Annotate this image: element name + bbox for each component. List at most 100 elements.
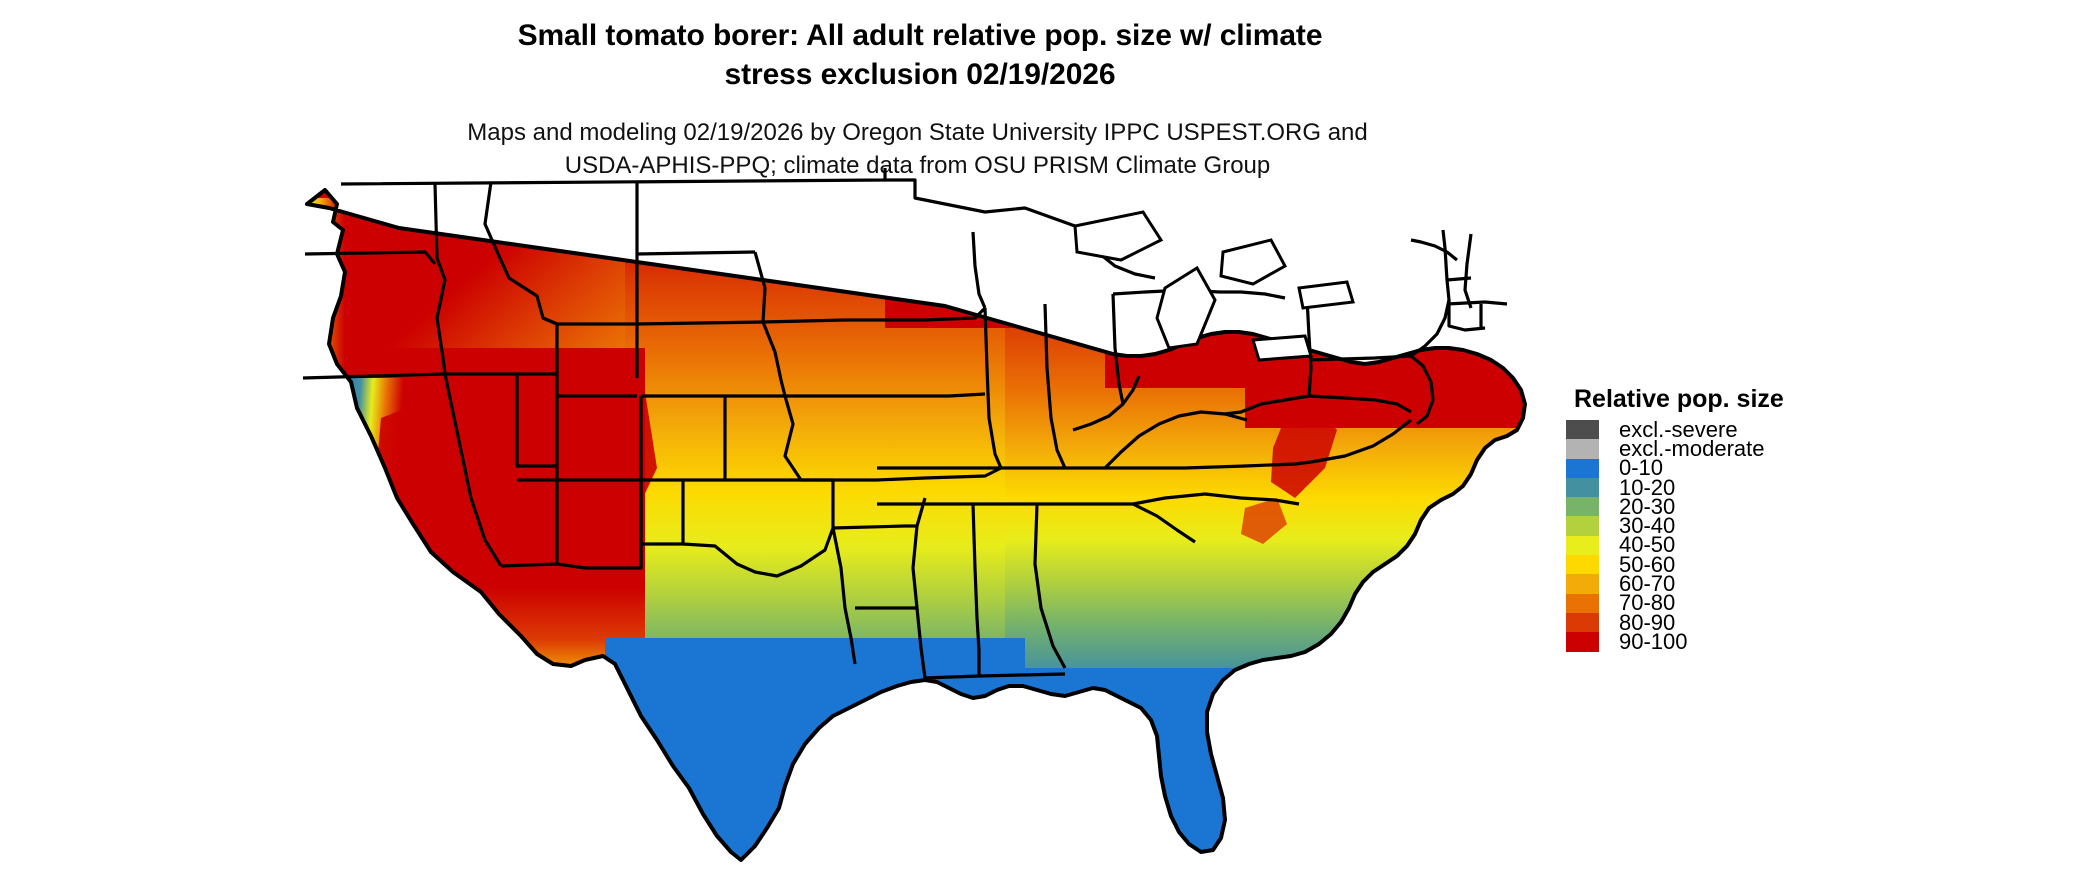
legend-label: 30-40 bbox=[1619, 513, 1676, 539]
map-raster-layer bbox=[307, 190, 1525, 860]
border-or-ca bbox=[302, 372, 446, 380]
legend-swatch bbox=[1566, 477, 1599, 498]
lake-michigan-outline bbox=[1155, 265, 1217, 350]
legend-label: 20-30 bbox=[1619, 493, 1676, 519]
border-ms-ar bbox=[905, 497, 927, 528]
title-line-2: stress exclusion 02/19/2026 bbox=[724, 58, 1116, 91]
lake-ontario-outline bbox=[1297, 280, 1355, 310]
border-nd-sd bbox=[636, 250, 756, 256]
legend-swatch bbox=[1566, 535, 1599, 556]
border-wa-or bbox=[304, 250, 437, 266]
border-sd-ne bbox=[636, 320, 764, 326]
border-al-fl bbox=[977, 650, 1066, 678]
border-ms-la-gulf bbox=[924, 674, 980, 680]
border-canada-west bbox=[340, 168, 887, 186]
legend-title: Relative pop. size bbox=[1574, 385, 1784, 413]
map-legend: Relative pop. size excl.-severe excl.-mod… bbox=[1566, 385, 1896, 652]
border-va-nc bbox=[1184, 460, 1312, 470]
legend-label: 80-90 bbox=[1619, 609, 1676, 635]
legend-row: 10-20 bbox=[1566, 476, 1896, 498]
legend-swatch bbox=[1566, 555, 1599, 575]
legend-swatch bbox=[1566, 516, 1599, 536]
legend-swatch bbox=[1566, 439, 1599, 459]
legend-swatch bbox=[1566, 458, 1599, 478]
great-lakes bbox=[1073, 210, 1355, 362]
border-mo-il bbox=[983, 307, 1003, 469]
border-mn-ia bbox=[762, 306, 987, 324]
border-ar-la-top bbox=[832, 524, 906, 530]
legend-row: 40-50 bbox=[1566, 532, 1896, 558]
raster-appalachian-highland bbox=[1271, 406, 1337, 498]
legend-swatch bbox=[1566, 612, 1599, 633]
legend-label: 40-50 bbox=[1619, 532, 1676, 558]
border-ms-la bbox=[911, 525, 927, 679]
raster-exclusion-new-hampshire bbox=[1407, 272, 1431, 310]
raster-gulf-southeast bbox=[1025, 668, 1285, 860]
border-pa-wv bbox=[1224, 394, 1310, 416]
border-ct-ny bbox=[1447, 300, 1486, 332]
raster-exclusion-north-dakota bbox=[841, 190, 923, 220]
border-oh-ky-river bbox=[1072, 375, 1141, 432]
legend-row: 50-60 bbox=[1566, 553, 1896, 575]
legend-swatch bbox=[1566, 632, 1599, 652]
border-ok-tx bbox=[682, 527, 835, 578]
legend-row: 20-30 bbox=[1566, 493, 1896, 519]
raster-blue-ridge bbox=[1241, 498, 1287, 544]
border-vt-ma bbox=[1446, 276, 1472, 282]
border-ga-sc bbox=[1132, 502, 1196, 544]
legend-row: excl.-severe bbox=[1566, 416, 1896, 442]
legend-row: excl.-moderate bbox=[1566, 435, 1896, 461]
border-in-oh bbox=[1111, 293, 1125, 405]
lake-erie-outline bbox=[1251, 334, 1313, 362]
border-il-in bbox=[1043, 303, 1067, 469]
legend-row: 90-100 bbox=[1566, 630, 1896, 652]
border-mn-wi bbox=[971, 231, 987, 309]
border-mo-ar bbox=[801, 466, 1002, 482]
border-ma-ct-ri bbox=[1446, 300, 1508, 306]
border-nj bbox=[1409, 354, 1435, 426]
legend-label: excl.-severe bbox=[1619, 416, 1738, 442]
border-ky-wv-va bbox=[1103, 410, 1248, 470]
border-ms-al bbox=[971, 503, 981, 651]
border-nv-ca bbox=[443, 373, 503, 567]
title-line-1: Small tomato borer: All adult relative p… bbox=[517, 19, 1323, 52]
legend-label: excl.-moderate bbox=[1619, 435, 1765, 461]
border-ia-mo bbox=[785, 392, 986, 398]
raster-pacific-coast bbox=[307, 198, 345, 458]
legend-swatch bbox=[1566, 497, 1599, 517]
border-pa-ny bbox=[1308, 354, 1412, 362]
legend-swatch bbox=[1566, 593, 1599, 613]
attribution-line-1: Maps and modeling 02/19/2026 by Oregon S… bbox=[467, 119, 1368, 146]
us-choropleth-map bbox=[285, 168, 1545, 868]
state-boundaries bbox=[302, 168, 1527, 862]
border-vt-nh-north bbox=[1410, 238, 1458, 262]
lake-superior-outline bbox=[1073, 210, 1164, 262]
border-ny-vt bbox=[1410, 279, 1451, 358]
attribution-line-2: USDA-APHIS-PPQ; climate data from OSU PR… bbox=[564, 152, 1271, 179]
legend-items: excl.-severe excl.-moderate 0-10 10-20 20-30… bbox=[1566, 416, 1896, 652]
raster-southern-rockies bbox=[573, 392, 657, 536]
border-nv-ut bbox=[515, 374, 557, 468]
border-vt-nh bbox=[1441, 229, 1449, 281]
raster-texas-gulf bbox=[605, 638, 1025, 860]
border-al-ga bbox=[1033, 503, 1067, 669]
legend-row: 60-70 bbox=[1566, 571, 1896, 597]
border-nc-sc bbox=[1132, 492, 1300, 506]
border-mt-wy-link bbox=[542, 316, 558, 326]
border-tx-la bbox=[831, 527, 857, 665]
border-pa-md bbox=[1308, 394, 1412, 414]
border-nh-me bbox=[1463, 233, 1473, 309]
legend-label: 0-10 bbox=[1619, 455, 1664, 481]
legend-label: 60-70 bbox=[1619, 571, 1676, 597]
border-va-md bbox=[1310, 418, 1412, 464]
map-canvas bbox=[302, 168, 1527, 862]
national-outline bbox=[305, 188, 1527, 862]
lake-huron-outline bbox=[1219, 238, 1288, 286]
legend-row: 70-80 bbox=[1566, 592, 1896, 614]
page-title: Small tomato borer: All adult relative p… bbox=[0, 16, 1840, 94]
legend-row: 0-10 bbox=[1566, 455, 1896, 481]
border-az-south bbox=[500, 562, 586, 570]
legend-swatch bbox=[1566, 574, 1599, 594]
raster-exclusion-north-woods bbox=[1053, 258, 1165, 316]
